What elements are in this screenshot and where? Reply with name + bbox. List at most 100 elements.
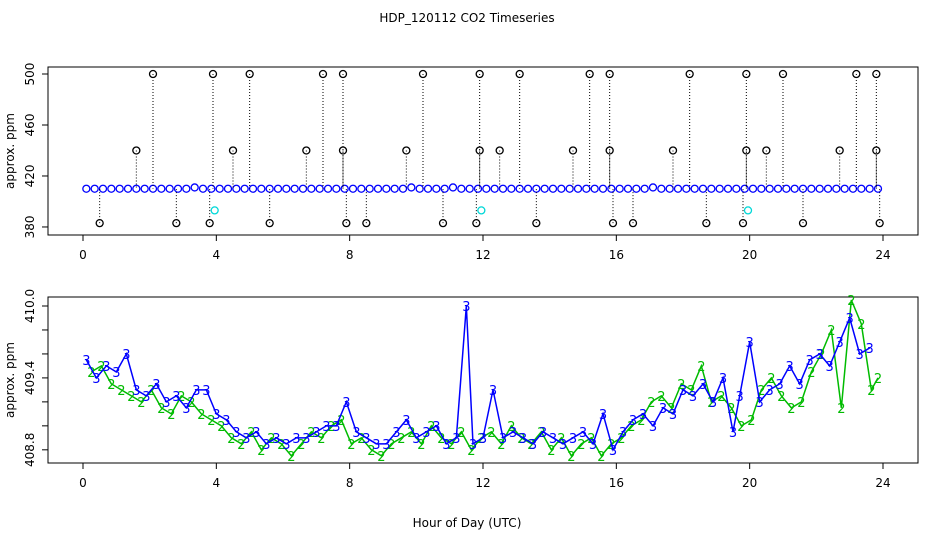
point xyxy=(872,69,881,79)
point xyxy=(523,184,533,193)
point xyxy=(540,184,549,193)
point-label: 3 xyxy=(202,384,210,399)
point-label: 3 xyxy=(462,300,470,315)
point xyxy=(265,184,274,193)
point xyxy=(873,184,883,193)
point xyxy=(465,184,474,193)
point-label: 2 xyxy=(417,438,425,453)
point-label: 2 xyxy=(377,450,385,465)
point xyxy=(107,184,116,193)
point xyxy=(373,184,383,193)
point xyxy=(657,184,666,193)
point xyxy=(210,206,219,215)
point xyxy=(568,146,578,155)
point xyxy=(515,184,524,193)
point-label: 3 xyxy=(699,378,707,393)
point xyxy=(532,218,541,228)
point xyxy=(715,184,724,193)
point-label: 3 xyxy=(709,396,717,411)
point-label: 3 xyxy=(746,336,754,351)
point xyxy=(248,184,258,193)
x-tick-label: 8 xyxy=(346,248,354,262)
point xyxy=(673,184,683,193)
point-label: 3 xyxy=(786,360,794,375)
point-label: 3 xyxy=(92,372,100,387)
point xyxy=(490,184,499,193)
point-label: 2 xyxy=(187,396,195,411)
point-label: 2 xyxy=(357,432,365,447)
point-label: 3 xyxy=(846,312,854,327)
point-label: 2 xyxy=(237,438,245,453)
y-tick-label: 380 xyxy=(23,216,37,239)
point-label: 2 xyxy=(467,444,475,459)
point-label: 2 xyxy=(717,390,725,405)
point-label: 3 xyxy=(212,408,220,423)
point xyxy=(338,69,348,79)
point-label: 2 xyxy=(157,402,165,417)
point xyxy=(208,69,218,79)
point-label: 2 xyxy=(777,390,785,405)
point-label: 2 xyxy=(867,384,875,399)
point-label: 2 xyxy=(437,432,445,447)
point xyxy=(148,69,158,79)
point-label: 3 xyxy=(362,432,370,447)
point-label: 2 xyxy=(207,414,215,429)
point-label: 2 xyxy=(587,432,595,447)
point-label: 2 xyxy=(527,438,535,453)
point xyxy=(762,146,771,155)
point-label: 3 xyxy=(412,432,420,447)
point-label: 2 xyxy=(177,390,185,405)
point xyxy=(782,184,791,193)
point-label: 2 xyxy=(697,360,705,375)
point xyxy=(668,146,678,155)
point-label: 3 xyxy=(469,438,477,453)
point-label: 3 xyxy=(689,390,697,405)
point xyxy=(743,206,753,215)
point-label: 2 xyxy=(807,366,815,381)
point-label: 2 xyxy=(797,396,805,411)
point-label: 2 xyxy=(97,360,105,375)
point-label: 3 xyxy=(519,432,527,447)
point-label: 2 xyxy=(127,390,135,405)
point xyxy=(190,183,199,192)
y-tick-label: 420 xyxy=(23,165,37,188)
point-label: 3 xyxy=(112,366,120,381)
point xyxy=(348,184,358,193)
point-label: 3 xyxy=(192,384,200,399)
point-label: 2 xyxy=(577,438,585,453)
series-line xyxy=(85,305,871,452)
point-label: 3 xyxy=(569,432,577,447)
point-label: 3 xyxy=(442,438,450,453)
point-label: 2 xyxy=(874,372,882,387)
point-label: 3 xyxy=(152,378,160,393)
point xyxy=(402,146,411,155)
point xyxy=(357,184,366,193)
point xyxy=(615,184,624,193)
x-axis-label: Hour of Day (UTC) xyxy=(413,516,522,530)
point xyxy=(90,184,99,193)
point-label: 2 xyxy=(457,426,465,441)
point xyxy=(390,184,399,193)
point-label: 3 xyxy=(382,438,390,453)
point-label: 3 xyxy=(82,354,90,369)
point xyxy=(698,184,708,193)
point-label: 3 xyxy=(352,426,360,441)
point-label: 3 xyxy=(559,438,567,453)
point xyxy=(557,184,566,193)
point xyxy=(448,183,458,192)
point xyxy=(398,184,408,193)
x-tick-label: 8 xyxy=(346,476,354,490)
point-label: 2 xyxy=(627,420,635,435)
point-label: 3 xyxy=(452,432,460,447)
point-label: 3 xyxy=(252,426,260,441)
y-tick-label: 410.0 xyxy=(23,289,37,323)
point xyxy=(438,218,448,228)
point-label: 2 xyxy=(747,414,755,429)
point xyxy=(132,184,141,193)
point-label: 3 xyxy=(402,414,410,429)
point xyxy=(215,184,224,193)
point-label: 2 xyxy=(87,366,95,381)
point xyxy=(340,184,349,193)
